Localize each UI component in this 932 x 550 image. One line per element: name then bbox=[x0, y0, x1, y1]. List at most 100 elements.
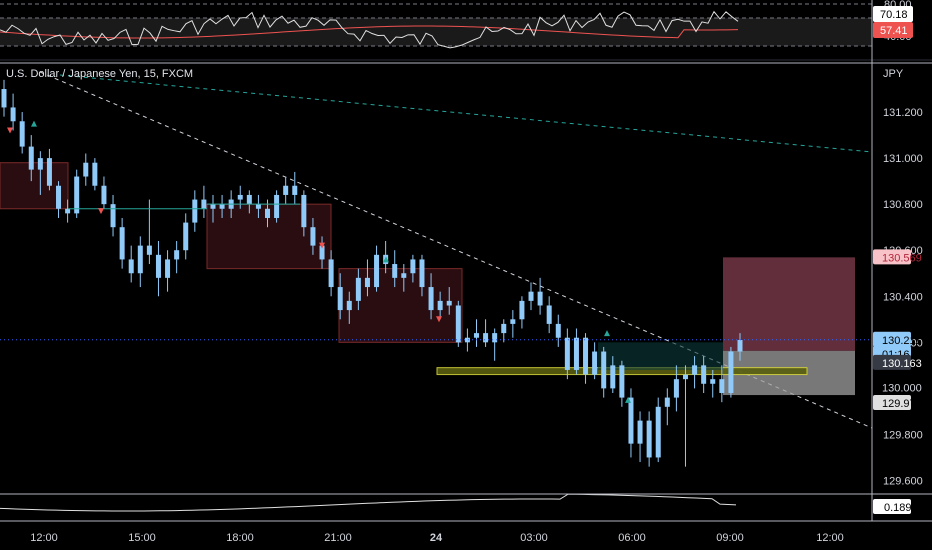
candle-body[interactable] bbox=[319, 245, 325, 260]
candle-body[interactable] bbox=[155, 254, 161, 278]
candle-body[interactable] bbox=[265, 208, 271, 218]
rsi-value-label: 70.18 bbox=[880, 9, 908, 21]
candle-body[interactable] bbox=[210, 204, 216, 209]
candle-body[interactable] bbox=[74, 176, 80, 214]
candle-body[interactable] bbox=[446, 300, 452, 306]
candle-body[interactable] bbox=[501, 323, 507, 334]
oscillator-value: 0.189 bbox=[884, 502, 912, 514]
candle-body[interactable] bbox=[483, 333, 489, 343]
price-tick-label: 131.200 bbox=[883, 107, 923, 119]
candle-body[interactable] bbox=[183, 222, 189, 251]
rsi-panel[interactable] bbox=[0, 3, 872, 49]
time-tick-label: 15:00 bbox=[128, 532, 156, 544]
candle-body[interactable] bbox=[519, 300, 525, 320]
buy-signal-icon bbox=[31, 120, 37, 127]
candle-body[interactable] bbox=[537, 291, 543, 306]
candle-body[interactable] bbox=[664, 397, 670, 407]
candle-body[interactable] bbox=[719, 379, 725, 393]
price-pane[interactable] bbox=[0, 71, 873, 467]
candle-body[interactable] bbox=[101, 185, 107, 205]
candle-body[interactable] bbox=[246, 194, 252, 205]
candle-body[interactable] bbox=[701, 365, 707, 384]
candle-body[interactable] bbox=[592, 351, 598, 375]
candle-body[interactable] bbox=[283, 185, 289, 195]
candle-body[interactable] bbox=[437, 300, 443, 311]
candle-body[interactable] bbox=[410, 259, 416, 274]
candle-body[interactable] bbox=[737, 340, 743, 352]
candle-body[interactable] bbox=[464, 337, 470, 343]
candle-body[interactable] bbox=[110, 204, 116, 228]
candle-body[interactable] bbox=[165, 259, 171, 278]
candle-body[interactable] bbox=[601, 351, 607, 389]
sell-signal-icon bbox=[436, 316, 442, 323]
candle-body[interactable] bbox=[455, 305, 461, 343]
candle-body[interactable] bbox=[1, 89, 7, 108]
candle-body[interactable] bbox=[237, 194, 243, 200]
price-tick-label: 130.800 bbox=[883, 199, 923, 211]
candle-body[interactable] bbox=[10, 107, 16, 122]
candle-body[interactable] bbox=[255, 204, 261, 209]
candle-body[interactable] bbox=[392, 264, 398, 278]
candle-body[interactable] bbox=[473, 333, 479, 338]
candle-body[interactable] bbox=[355, 277, 361, 301]
candle-body[interactable] bbox=[510, 319, 516, 324]
candle-body[interactable] bbox=[628, 397, 634, 444]
oscillator-panel[interactable]: 0.189 bbox=[0, 493, 912, 514]
candle-body[interactable] bbox=[492, 333, 498, 343]
candle-body[interactable] bbox=[673, 379, 679, 398]
time-axis[interactable]: 12:00 15:00 18:00 21:00 24 03:00 06:00 09:00 12:… bbox=[30, 532, 844, 544]
candle-body[interactable] bbox=[374, 254, 380, 288]
candle-body[interactable] bbox=[646, 420, 652, 458]
candle-body[interactable] bbox=[292, 185, 298, 195]
candle-body[interactable] bbox=[401, 273, 407, 278]
candle-body[interactable] bbox=[555, 323, 561, 338]
candle-body[interactable] bbox=[274, 194, 280, 218]
candle-body[interactable] bbox=[56, 185, 62, 209]
candle-body[interactable] bbox=[528, 291, 534, 301]
candle-body[interactable] bbox=[46, 158, 52, 186]
candle-body[interactable] bbox=[655, 406, 661, 458]
candle-body[interactable] bbox=[28, 146, 34, 170]
candle-body[interactable] bbox=[328, 259, 334, 288]
candle-body[interactable] bbox=[682, 374, 688, 380]
candle-body[interactable] bbox=[83, 162, 89, 177]
candle-body[interactable] bbox=[310, 227, 316, 246]
candle-body[interactable] bbox=[337, 287, 343, 311]
candle-body[interactable] bbox=[201, 199, 207, 209]
candle-body[interactable] bbox=[610, 365, 616, 389]
price-badge-label: 130.211 bbox=[882, 335, 921, 347]
price-tick-label: 130.400 bbox=[883, 291, 923, 303]
candle-body[interactable] bbox=[546, 305, 552, 324]
target-zone[interactable] bbox=[723, 257, 855, 351]
buy-signal-icon bbox=[604, 330, 610, 337]
candle-body[interactable] bbox=[174, 250, 180, 260]
candle-body[interactable] bbox=[219, 204, 225, 209]
candle-body[interactable] bbox=[192, 199, 198, 223]
candle-body[interactable] bbox=[710, 379, 716, 384]
time-tick-label: 03:00 bbox=[520, 532, 548, 544]
price-axis[interactable]: 131.200131.000130.800130.600130.400130.2… bbox=[873, 107, 923, 487]
candle-body[interactable] bbox=[583, 337, 589, 375]
candle-body[interactable] bbox=[128, 259, 134, 274]
candle-body[interactable] bbox=[619, 365, 625, 398]
symbol-title[interactable]: U.S. Dollar / Japanese Yen, 15, FXCM bbox=[6, 68, 193, 80]
candle-body[interactable] bbox=[119, 227, 125, 260]
candle-body[interactable] bbox=[419, 259, 425, 288]
candle-body[interactable] bbox=[692, 365, 698, 375]
candle-body[interactable] bbox=[301, 194, 307, 228]
candle-body[interactable] bbox=[146, 245, 152, 255]
candle-body[interactable] bbox=[346, 300, 352, 311]
price-badge bbox=[873, 395, 911, 411]
candle-body[interactable] bbox=[92, 162, 98, 186]
candle-body[interactable] bbox=[728, 351, 734, 393]
candle-body[interactable] bbox=[65, 208, 71, 214]
candle-body[interactable] bbox=[37, 158, 43, 170]
candle-body[interactable] bbox=[564, 337, 570, 370]
candle-body[interactable] bbox=[573, 337, 579, 370]
candle-body[interactable] bbox=[428, 287, 434, 311]
candle-body[interactable] bbox=[637, 420, 643, 444]
candle-body[interactable] bbox=[364, 277, 370, 288]
candle-body[interactable] bbox=[19, 121, 25, 147]
candle-body[interactable] bbox=[137, 245, 143, 274]
